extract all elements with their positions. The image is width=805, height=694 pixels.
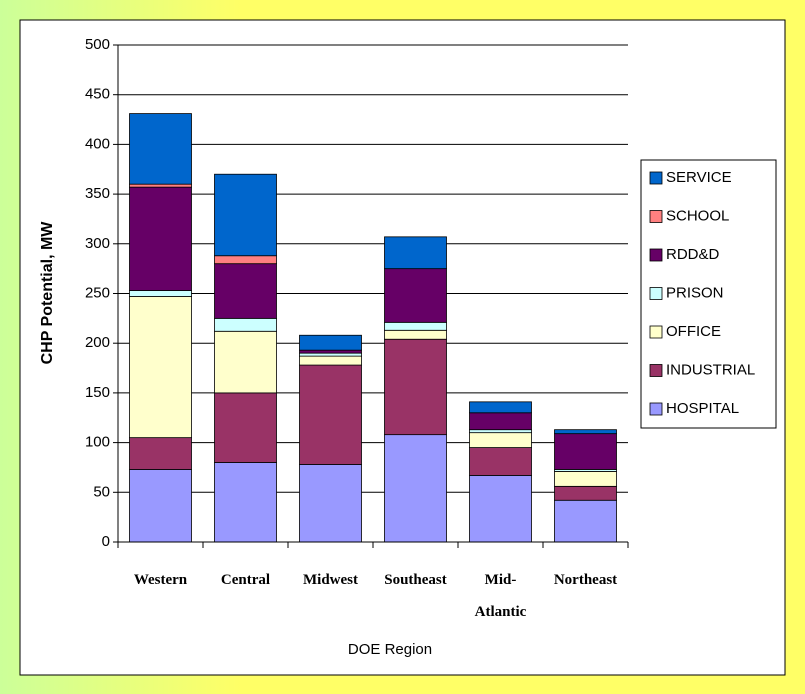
- y-axis-label: CHP Potential, MW: [39, 221, 56, 365]
- bar-segment: [214, 392, 277, 463]
- y-tick-label: 250: [85, 284, 110, 301]
- y-tick-label: 350: [85, 185, 110, 202]
- legend-swatch: [649, 402, 663, 416]
- bar-segment: [469, 432, 532, 448]
- bar-segment: [299, 355, 362, 366]
- bar-segment: [384, 321, 447, 331]
- bar-segment: [214, 317, 277, 332]
- bar-segment: [214, 330, 277, 394]
- y-tick-label: 300: [85, 235, 110, 252]
- legend-label: OFFICE: [666, 323, 721, 340]
- bar-segment: [214, 263, 277, 319]
- y-tick-label: 100: [85, 434, 110, 451]
- legend-swatch: [649, 171, 663, 185]
- bar-segment: [469, 447, 532, 476]
- legend-swatch: [649, 210, 663, 223]
- bar-segment: [129, 290, 192, 297]
- bar-segment: [129, 469, 192, 543]
- legend-swatch: [649, 248, 663, 262]
- bar-segment: [129, 296, 192, 439]
- bar-segment: [129, 183, 192, 188]
- bar-segment: [469, 401, 532, 414]
- legend-label: RDD&D: [666, 246, 720, 263]
- x-tick-label: Mid-Atlantic: [474, 572, 527, 620]
- bar-segment: [469, 412, 532, 431]
- legend-label: HOSPITAL: [666, 400, 739, 417]
- bar-segment: [214, 173, 277, 257]
- y-tick-label: 500: [85, 36, 110, 53]
- bar-segment: [469, 429, 532, 434]
- y-tick-label: 450: [85, 86, 110, 103]
- bar-segment: [469, 475, 532, 543]
- legend-swatch: [649, 325, 663, 339]
- bar-segment: [214, 255, 277, 265]
- bar-segment: [299, 352, 362, 357]
- y-tick-label: 400: [85, 135, 110, 152]
- bar-segment: [554, 433, 617, 470]
- x-tick-label: Western: [133, 572, 188, 588]
- bar-segment: [384, 338, 447, 436]
- bar-segment: [299, 334, 362, 351]
- legend-label: PRISON: [666, 284, 724, 301]
- bar-segment: [384, 329, 447, 340]
- bar-segment: [554, 499, 617, 543]
- bar-segment: [129, 113, 192, 185]
- legend-label: INDUSTRIAL: [666, 361, 755, 378]
- bar-segment: [554, 471, 617, 487]
- legend-label: SERVICE: [666, 169, 732, 186]
- legend-swatch: [649, 364, 663, 377]
- x-tick-label: Midwest: [303, 572, 358, 588]
- bar-segment: [299, 464, 362, 543]
- x-tick-label: Central: [220, 572, 271, 588]
- y-tick-label: 0: [102, 533, 110, 550]
- bar-segment: [384, 236, 447, 270]
- bar-segment: [299, 349, 362, 354]
- bar-segment: [129, 437, 192, 470]
- bar-segment: [554, 485, 617, 501]
- bar-segment: [129, 186, 192, 291]
- legend-label: SCHOOL: [666, 207, 729, 224]
- x-tick-label: Southeast: [384, 572, 447, 588]
- y-tick-label: 150: [85, 384, 110, 401]
- bar-segment: [384, 268, 447, 323]
- y-tick-label: 50: [93, 483, 110, 500]
- x-tick-label: Northeast: [553, 572, 618, 588]
- bar-segment: [384, 434, 447, 543]
- legend-swatch: [649, 287, 663, 300]
- bar-segment: [554, 429, 617, 435]
- legend-box: [640, 159, 777, 429]
- bar-segment: [299, 364, 362, 465]
- x-axis-label: DOE Region: [348, 641, 432, 658]
- bar-segment: [214, 462, 277, 543]
- y-tick-label: 200: [85, 334, 110, 351]
